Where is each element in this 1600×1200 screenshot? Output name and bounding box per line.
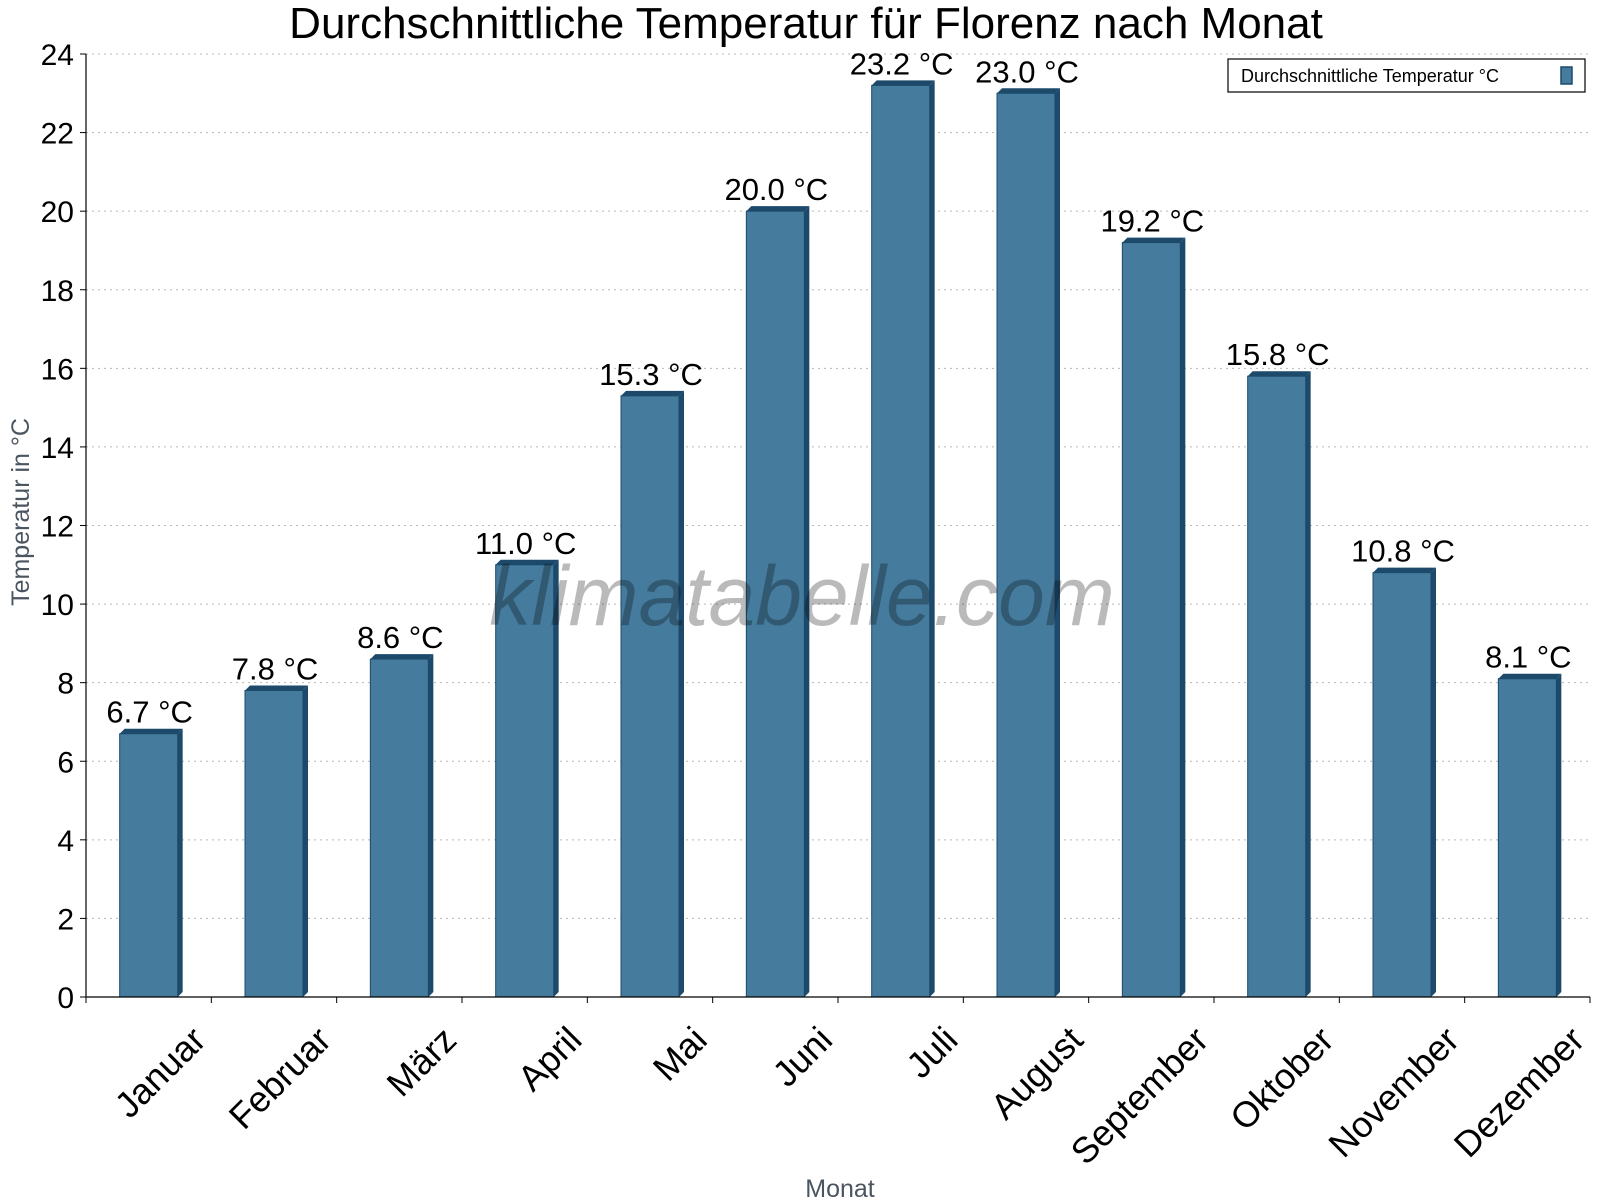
y-tick-label: 2 (57, 903, 74, 936)
bar (1497, 673, 1562, 998)
data-label: 20.0 °C (724, 172, 828, 207)
x-tick-label: Juni (764, 1019, 840, 1095)
bar-side (1055, 88, 1060, 997)
bar-top (370, 654, 434, 660)
chart-title: Durchschnittliche Temperatur für Florenz… (289, 0, 1323, 48)
bar-side (1431, 567, 1436, 997)
data-label: 15.8 °C (1226, 337, 1330, 372)
y-tick-label: 12 (41, 511, 74, 544)
y-tick-label: 16 (41, 353, 74, 386)
bar-side (1556, 673, 1562, 997)
bar-face (1372, 572, 1432, 998)
data-label: 23.0 °C (975, 54, 1079, 89)
x-tick-label: April (509, 1019, 589, 1099)
y-tick-label: 6 (57, 746, 74, 779)
legend: Durchschnittliche Temperatur °C (1227, 58, 1586, 93)
bar (1372, 567, 1436, 998)
y-tick-label: 14 (41, 432, 74, 465)
bar-face (620, 395, 680, 998)
bar-top (1122, 237, 1186, 243)
grid-lines (86, 53, 1590, 919)
data-labels: 6.7 °C 7.8 °C 8.6 °C 11.0 °C 15.3 °C 20.0 °C 2… (106, 46, 1571, 729)
x-axis-label: Monat (805, 1175, 875, 1200)
y-tick-label: 18 (41, 275, 74, 308)
bar-top (245, 685, 308, 691)
watermark: klimatabelle.com (489, 549, 1115, 643)
bar-face (369, 658, 429, 998)
bar (369, 654, 434, 998)
bar (119, 728, 183, 998)
y-tick-label: 8 (57, 668, 74, 701)
bar-side (303, 685, 308, 997)
bar-top (1247, 371, 1311, 377)
data-label: 15.3 °C (599, 357, 703, 392)
data-label: 10.8 °C (1351, 534, 1455, 569)
bar-top (119, 728, 183, 734)
legend-box (1227, 58, 1586, 93)
data-label: 23.2 °C (850, 46, 954, 81)
bar-series (119, 80, 1562, 998)
y-tick-label: 0 (57, 982, 74, 1015)
data-label: 8.6 °C (357, 620, 444, 655)
x-tick-label: Januar (107, 1019, 214, 1126)
bar-face (244, 690, 304, 998)
data-label: 8.1 °C (1485, 640, 1572, 675)
x-tick-label: Mai (645, 1019, 715, 1089)
y-tick-label: 10 (41, 589, 74, 622)
bar-top (495, 559, 559, 565)
bar-side (929, 80, 935, 997)
bar-side (1305, 371, 1311, 998)
data-label: 19.2 °C (1100, 204, 1204, 239)
bar-top (1373, 567, 1436, 573)
data-label: 7.8 °C (232, 652, 319, 687)
bar (244, 685, 308, 998)
x-tick-label: Juli (898, 1019, 965, 1086)
bar-side (679, 390, 684, 997)
y-tick-label: 4 (57, 825, 74, 858)
bar-face (1247, 375, 1307, 998)
bar-top (871, 80, 935, 86)
legend-label: Durchschnittliche Temperatur °C (1241, 66, 1499, 86)
x-tick-label: Oktober (1222, 1019, 1342, 1139)
x-tick-label: September (1063, 1019, 1217, 1173)
bar-top (997, 88, 1060, 94)
y-tick-label: 24 (41, 39, 74, 72)
x-axis-ticks: Januar Februar März April Mai Juni Juli AugustS… (85, 997, 1592, 1173)
data-label: 6.7 °C (106, 695, 193, 730)
x-tick-label: Dezember (1446, 1019, 1592, 1165)
bar-side (177, 728, 183, 997)
bar (1121, 237, 1186, 998)
bar (871, 80, 935, 998)
data-label: 11.0 °C (475, 526, 576, 561)
y-axis-label: Temperatur in °C (7, 418, 35, 606)
bar-top (1498, 673, 1562, 679)
bar-side (553, 559, 559, 997)
y-tick-label: 22 (41, 118, 74, 151)
bar-top (621, 390, 684, 396)
bar-top (746, 206, 810, 212)
y-tick-label: 20 (41, 196, 74, 229)
bar-face (1121, 242, 1181, 998)
x-tick-label: März (379, 1019, 465, 1105)
bar-face (119, 733, 179, 998)
x-tick-label: November (1320, 1019, 1466, 1165)
bar-face (871, 84, 931, 998)
legend-swatch (1560, 66, 1573, 85)
x-tick-label: August (983, 1019, 1091, 1127)
bar-side (1180, 237, 1186, 998)
bar-side (428, 654, 434, 997)
bar (996, 88, 1060, 998)
bar-side (804, 206, 810, 997)
bar-face (996, 92, 1056, 998)
bar (1247, 371, 1311, 998)
x-tick-label: Februar (221, 1019, 339, 1137)
bar-face (1497, 678, 1557, 998)
bar (620, 390, 684, 998)
